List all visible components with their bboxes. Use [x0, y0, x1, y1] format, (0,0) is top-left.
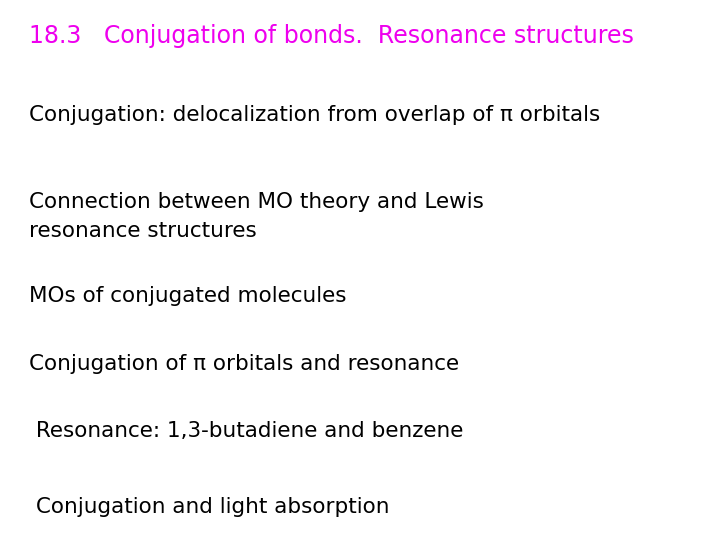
Text: 18.3   Conjugation of bonds.  Resonance structures: 18.3 Conjugation of bonds. Resonance str…	[29, 24, 634, 48]
Text: Conjugation of π orbitals and resonance: Conjugation of π orbitals and resonance	[29, 354, 459, 374]
Text: MOs of conjugated molecules: MOs of conjugated molecules	[29, 286, 346, 306]
Text: Conjugation: delocalization from overlap of π orbitals: Conjugation: delocalization from overlap…	[29, 105, 600, 125]
Text: Conjugation and light absorption: Conjugation and light absorption	[29, 497, 390, 517]
Text: Resonance: 1,3-butadiene and benzene: Resonance: 1,3-butadiene and benzene	[29, 421, 463, 441]
Text: Connection between MO theory and Lewis
resonance structures: Connection between MO theory and Lewis r…	[29, 192, 484, 241]
